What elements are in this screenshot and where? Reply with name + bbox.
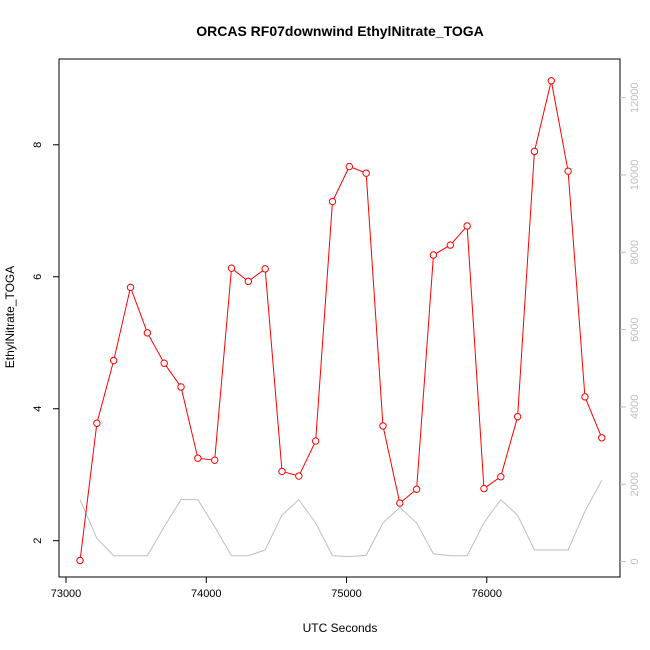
primary-data-point [160,359,168,367]
primary-data-point [547,77,555,85]
primary-data-point [244,277,253,286]
primary-data-point [345,162,354,171]
y2-tick-label: 0 [629,558,641,564]
primary-data-point [109,356,118,365]
primary-data-point [295,472,303,480]
y2-tick-label: 4000 [629,395,641,419]
x-tick-label: 74000 [191,588,222,600]
y-axis-left: 2 4 6 8 [32,142,59,544]
x-tick-label: 76000 [471,588,502,600]
x-axis-label: UTC Seconds [303,621,378,635]
chart-title: ORCAS RF07downwind EthylNitrate_TOGA [196,23,484,39]
primary-data-point [446,241,454,249]
primary-data-point [311,437,320,445]
primary-data-point [463,222,471,230]
primary-data-point [513,412,522,421]
series-primary [76,77,606,565]
primary-data-point [143,329,152,337]
primary-data-point [429,251,438,259]
primary-data-point [362,169,370,177]
plot-frame [58,58,621,578]
x-tick-label: 73000 [51,588,82,600]
secondary-series-line [79,480,603,558]
primary-data-point [379,422,387,430]
primary-series-line [79,80,603,561]
primary-data-point [76,556,84,565]
primary-data-point [480,484,488,493]
primary-data-point [396,499,404,507]
primary-data-point [598,434,606,442]
primary-data-point [581,393,589,401]
primary-data-point [227,264,236,272]
y2-tick-label: 12000 [629,82,641,113]
primary-data-point [530,147,539,156]
primary-data-point [126,283,135,292]
y-tick-label: 6 [32,274,44,280]
primary-data-point [497,472,505,481]
primary-data-point [564,167,572,175]
primary-data-point [93,419,101,427]
primary-data-point [278,467,286,476]
y-axis-label: EthylNitrate_TOGA [3,266,17,368]
y-axis-right: 0 2000 4000 6000 8000 10000 12000 [620,82,641,565]
primary-data-point [412,485,421,493]
y-tick-label: 4 [32,406,44,412]
y2-tick-label: 8000 [629,240,641,264]
y2-tick-label: 2000 [629,472,641,496]
y2-tick-label: 6000 [629,317,641,341]
y-tick-label: 8 [32,142,44,148]
x-tick-label: 75000 [331,588,362,600]
series-secondary [79,480,603,558]
y-tick-label: 2 [32,538,44,544]
x-axis: 73000 74000 75000 76000 [51,577,502,600]
primary-data-point [177,383,185,391]
primary-data-point [210,456,219,464]
y2-tick-label: 10000 [629,160,641,191]
primary-data-point [261,265,269,273]
primary-data-point [328,197,337,206]
primary-data-point [194,454,202,462]
